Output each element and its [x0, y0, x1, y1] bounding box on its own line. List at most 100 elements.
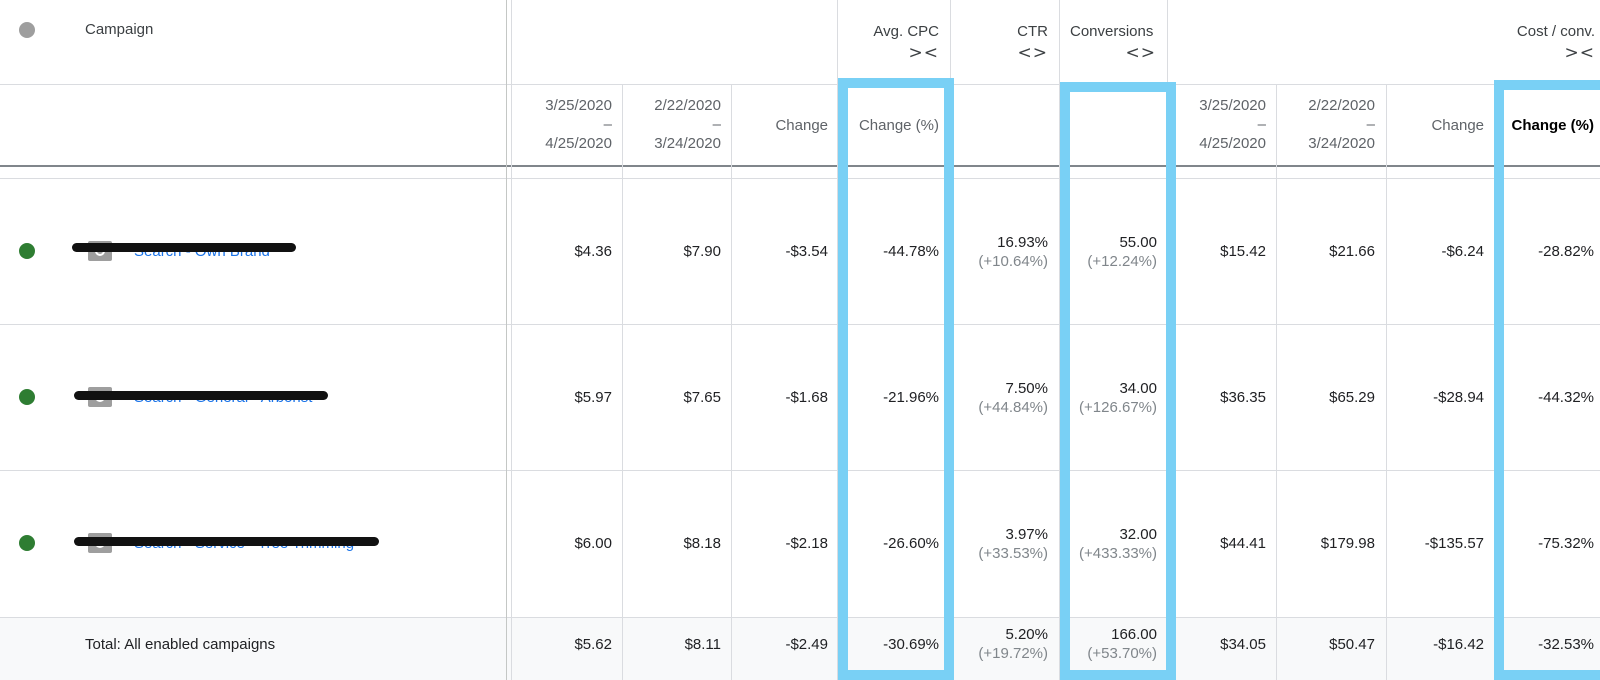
cost-change-pct-cell: -75.32% — [1538, 535, 1594, 552]
cost-per-conv-column-header[interactable]: Cost / conv. — [1516, 23, 1595, 40]
date-range-previous-header[interactable]: 2/22/2020 – 3/24/2020 — [623, 96, 721, 153]
conversions-delta: (+12.24%) — [1087, 253, 1157, 270]
total-row-label: Total: All enabled campaigns — [85, 636, 276, 653]
cpc-current-total: $5.62 — [574, 636, 612, 653]
cost-previous-cell: $179.98 — [1320, 535, 1375, 552]
date-range-current-header[interactable]: 3/25/2020 – 4/25/2020 — [512, 96, 612, 153]
cost-current-cell: $15.42 — [1220, 243, 1266, 260]
ctr-value: 3.97% — [1005, 526, 1048, 543]
conversions-cell: 32.00 (+433.33%) — [1060, 525, 1157, 563]
ctr-cell: 7.50% (+44.84%) — [951, 379, 1048, 417]
date-range-start: 2/22/2020 — [1308, 97, 1375, 114]
collapse-columns-icon[interactable]: >< — [1564, 43, 1595, 63]
conversions-value: 34.00 — [1119, 380, 1157, 397]
highlight-box-conversions — [1060, 82, 1176, 680]
conversions-column-header[interactable]: Conversions — [1070, 23, 1154, 40]
column-divider — [1276, 85, 1277, 680]
campaign-column-header[interactable]: Campaign — [85, 21, 154, 38]
status-enabled-icon[interactable] — [19, 535, 35, 551]
conversions-delta: (+53.70%) — [1087, 645, 1157, 662]
date-range-dash: – — [712, 116, 721, 133]
conversions-value: 32.00 — [1119, 526, 1157, 543]
date-range-start: 3/25/2020 — [1199, 97, 1266, 114]
status-enabled-icon[interactable] — [19, 389, 35, 405]
conversions-total: 166.00 (+53.70%) — [1060, 625, 1157, 663]
ctr-delta: (+19.72%) — [978, 645, 1048, 662]
column-divider — [1059, 0, 1060, 680]
ctr-delta: (+10.64%) — [978, 253, 1048, 270]
redaction-mark — [74, 537, 379, 546]
date-range-end: 3/24/2020 — [1308, 135, 1375, 152]
cpc-change-cell: -$3.54 — [785, 243, 828, 260]
row-divider — [0, 617, 1600, 618]
cpc-current-cell: $6.00 — [574, 535, 612, 552]
cost-change-cell: -$135.57 — [1424, 535, 1484, 552]
cpc-previous-cell: $8.18 — [683, 535, 721, 552]
conversions-delta: (+126.67%) — [1079, 399, 1157, 416]
status-enabled-icon[interactable] — [19, 243, 35, 259]
date-range-previous-header[interactable]: 2/22/2020 – 3/24/2020 — [1277, 96, 1375, 153]
cost-current-cell: $44.41 — [1220, 535, 1266, 552]
column-divider — [837, 0, 838, 680]
cost-change-pct-total: -32.53% — [1538, 636, 1594, 653]
conversions-cell: 34.00 (+126.67%) — [1060, 379, 1157, 417]
conversions-cell: 55.00 (+12.24%) — [1060, 233, 1157, 271]
date-range-start: 2/22/2020 — [654, 97, 721, 114]
ctr-cell: 16.93% (+10.64%) — [951, 233, 1048, 271]
cpc-change-cell: -$2.18 — [785, 535, 828, 552]
cost-previous-total: $50.47 — [1329, 636, 1375, 653]
cpc-current-cell: $5.97 — [574, 389, 612, 406]
change-pct-column-header[interactable]: Change (%) — [858, 117, 939, 134]
cpc-previous-total: $8.11 — [684, 636, 721, 653]
subheader-divider — [0, 165, 1600, 167]
total-row-background — [0, 618, 1600, 680]
date-range-dash: – — [1257, 116, 1266, 133]
change-pct-column-header-sorted[interactable]: Change (%) — [1511, 117, 1595, 134]
avg-cpc-column-header[interactable]: Avg. CPC — [873, 23, 939, 40]
ctr-total: 5.20% (+19.72%) — [951, 625, 1048, 663]
cpc-current-cell: $4.36 — [574, 243, 612, 260]
ctr-value: 5.20% — [1005, 626, 1048, 643]
column-divider — [511, 0, 512, 680]
cost-change-total: -$16.42 — [1433, 636, 1484, 653]
cost-current-cell: $36.35 — [1220, 389, 1266, 406]
cost-change-pct-cell: -28.82% — [1538, 243, 1594, 260]
cost-change-pct-cell: -44.32% — [1538, 389, 1594, 406]
cpc-change-pct-total: -30.69% — [883, 636, 939, 653]
cost-previous-cell: $65.29 — [1329, 389, 1375, 406]
cost-current-total: $34.05 — [1220, 636, 1266, 653]
cpc-previous-cell: $7.65 — [683, 389, 721, 406]
ctr-delta: (+44.84%) — [978, 399, 1048, 416]
date-range-end: 4/25/2020 — [1199, 135, 1266, 152]
status-header-icon[interactable] — [19, 22, 35, 38]
change-column-header[interactable]: Change — [1431, 117, 1484, 134]
header-divider — [0, 84, 1600, 85]
cost-change-cell: -$6.24 — [1441, 243, 1484, 260]
date-range-dash: – — [1366, 116, 1375, 133]
row-divider — [0, 324, 1600, 325]
expand-columns-icon[interactable]: <> — [1017, 43, 1048, 63]
frozen-column-divider[interactable] — [506, 0, 507, 680]
cpc-change-total: -$2.49 — [785, 636, 828, 653]
column-divider — [622, 85, 623, 680]
body-top-divider — [0, 178, 1600, 179]
collapse-columns-icon[interactable]: >< — [908, 43, 939, 63]
cpc-change-pct-cell: -44.78% — [883, 243, 939, 260]
row-divider — [0, 470, 1600, 471]
cost-change-cell: -$28.94 — [1433, 389, 1484, 406]
date-range-current-header[interactable]: 3/25/2020 – 4/25/2020 — [1168, 96, 1266, 153]
cpc-change-cell: -$1.68 — [785, 389, 828, 406]
redaction-mark — [72, 243, 296, 252]
change-column-header[interactable]: Change — [775, 117, 828, 134]
highlight-box-cost-change-pct — [1494, 80, 1600, 680]
column-divider — [731, 85, 732, 680]
ctr-cell: 3.97% (+33.53%) — [951, 525, 1048, 563]
ctr-value: 16.93% — [997, 234, 1048, 251]
ctr-column-header[interactable]: CTR — [1017, 23, 1048, 40]
redaction-mark — [74, 391, 328, 400]
date-range-end: 4/25/2020 — [545, 135, 612, 152]
cost-previous-cell: $21.66 — [1329, 243, 1375, 260]
expand-columns-icon[interactable]: <> — [1125, 43, 1156, 63]
highlight-box-cpc-change-pct — [838, 78, 954, 680]
cpc-previous-cell: $7.90 — [683, 243, 721, 260]
